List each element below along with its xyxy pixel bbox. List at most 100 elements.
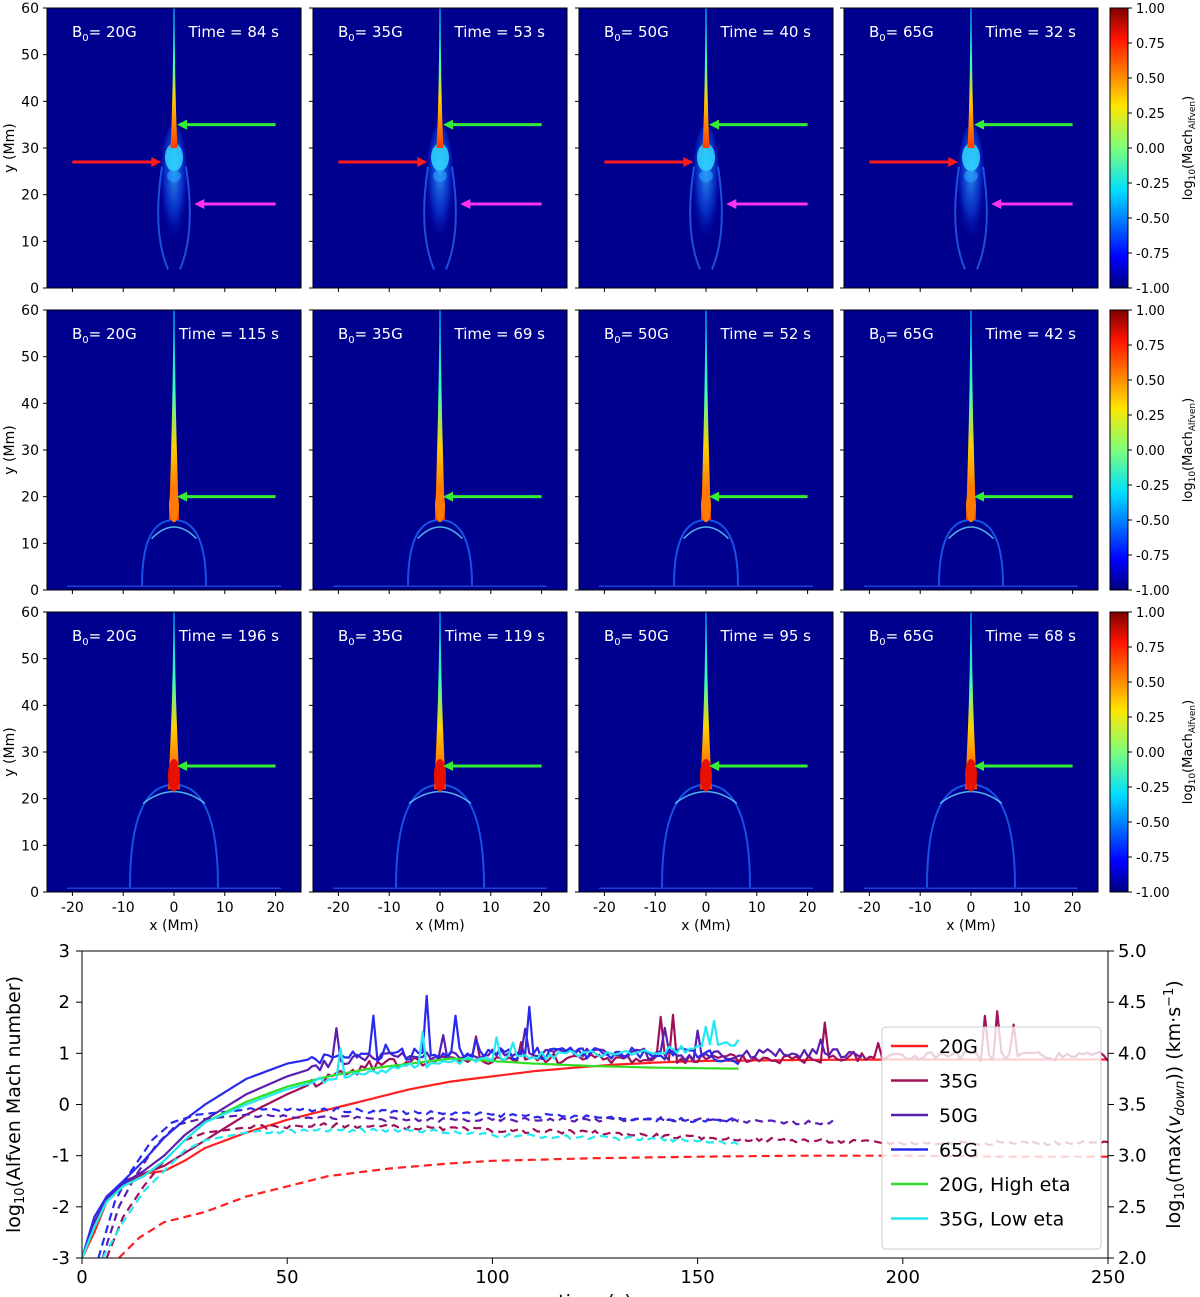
arrow-head-magenta: [194, 199, 205, 209]
x-axis-label: x (Mm): [415, 918, 464, 934]
time-label: Time = 119 s: [444, 627, 545, 645]
label-part: B: [338, 23, 348, 41]
label-part: 0: [614, 637, 620, 648]
label-part: 10: [1188, 773, 1198, 785]
colorbar-tick-label: 0.75: [1136, 37, 1165, 52]
plasmoid-lower: [433, 170, 447, 182]
colorbar-tick-label: -0.25: [1136, 781, 1170, 796]
x-tick-label: 0: [436, 900, 445, 916]
y-tick-label: 10: [21, 536, 39, 552]
time-label: Time = 84 s: [188, 23, 280, 41]
label-part: 0: [82, 335, 88, 346]
termination-shock: [948, 526, 994, 540]
termination-shock: [939, 791, 1003, 804]
x-tick-label: -20: [327, 900, 350, 916]
label-part: log: [1181, 180, 1196, 200]
y-tick-label: 40: [21, 698, 39, 714]
label-part: 0: [879, 335, 885, 346]
arrow-head-green: [974, 761, 985, 771]
arrow-head-green: [443, 491, 454, 502]
termination-shock: [417, 526, 463, 540]
series-2-dashed: [101, 1112, 834, 1258]
time-label: Time = 53 s: [454, 23, 546, 41]
x-axis-label: x (Mm): [681, 918, 730, 934]
colorbar-tick-label: -1.00: [1136, 584, 1170, 599]
colorbar-tick-label: -0.25: [1136, 177, 1170, 192]
label-part: 10: [13, 1188, 28, 1205]
termination-shock: [151, 526, 197, 540]
x-tick-label: 250: [1091, 1267, 1125, 1288]
termination-shock: [683, 526, 729, 540]
label-part: = 65G: [886, 627, 934, 645]
arrow-head-green: [177, 119, 188, 130]
colorbar-tick-label: -0.50: [1136, 816, 1170, 831]
x-tick-label: 0: [702, 900, 711, 916]
label-part: 0: [879, 637, 885, 648]
y-tick-label: 0: [59, 1095, 70, 1116]
legend-box: [881, 1026, 1102, 1250]
shell-left: [157, 166, 169, 270]
colorbar-label: log10(MachAlfven): [1181, 96, 1198, 200]
colorbar-tick-label: -1.00: [1136, 282, 1170, 297]
outflow-core: [168, 759, 180, 792]
label-part: B: [338, 325, 348, 343]
time-label: Time = 40 s: [720, 23, 812, 41]
y2-tick-label: 2.0: [1118, 1248, 1147, 1269]
panel-r1-c3: B0= 50G Time = 40 s: [575, 7, 834, 292]
label-part: (Mach: [1181, 733, 1196, 773]
plasmoid-core: [697, 143, 715, 172]
plasmoid-core: [431, 143, 449, 172]
field-strength-label: B0= 50G: [604, 23, 669, 44]
colorbar-tick-label: 0.00: [1136, 142, 1165, 157]
y2-tick-label: 3.5: [1118, 1095, 1147, 1116]
current-sheet: [170, 8, 178, 148]
label-part: 10: [1188, 169, 1198, 181]
y-tick-label: 40: [21, 94, 39, 110]
colorbar-tick-label: 1.00: [1136, 2, 1165, 17]
field-strength-label: B0= 35G: [338, 23, 403, 44]
colorbar-tick-label: 0.00: [1136, 444, 1165, 459]
x-tick-label: 100: [475, 1267, 509, 1288]
label-part: 0: [614, 33, 620, 44]
x-axis-label: time (s): [558, 1291, 632, 1297]
label-part: Alfven: [1188, 705, 1198, 733]
colorbar-tick-label: -0.50: [1136, 514, 1170, 529]
y-tick-label: 60: [21, 303, 39, 319]
time-label: Time = 68 s: [985, 627, 1077, 645]
plasmoid-lower: [167, 170, 181, 182]
label-part: B: [72, 23, 82, 41]
arrow-head-green: [177, 761, 188, 771]
arrow-head-green: [974, 119, 985, 130]
panel-r3-c3: B0= 50G Time = 95 s-20 -10 0 10 20x (Mm): [575, 611, 834, 934]
y-tick-label: 3: [59, 941, 70, 962]
x-tick-label: 0: [76, 1267, 87, 1288]
label-part: = 50G: [621, 627, 669, 645]
panel-r3-c2: B0= 35G Time = 119 s-20 -10 0 10 20x (Mm): [309, 611, 568, 934]
label-part: ): [1181, 398, 1196, 403]
label-part: = 50G: [621, 325, 669, 343]
plasmoid-lower: [699, 170, 713, 182]
field-strength-label: B0= 20G: [72, 23, 137, 44]
series-3-dashed: [97, 1106, 740, 1258]
y-tick-label: -1: [52, 1146, 70, 1167]
time-label: Time = 95 s: [720, 627, 812, 645]
label-part: B: [604, 627, 614, 645]
y-tick-label: 30: [21, 745, 39, 761]
outflow-core: [965, 759, 977, 792]
current-sheet: [701, 310, 711, 520]
y-tick-label: 10: [21, 234, 39, 250]
plasmoid-core: [962, 143, 980, 172]
colorbar-gradient: [1109, 309, 1129, 591]
label-part: 0: [879, 33, 885, 44]
time-label: Time = 42 s: [985, 325, 1077, 343]
label-part: = 20G: [89, 23, 137, 41]
series-5-dashed: [101, 1126, 740, 1258]
label-part: (Mach: [1181, 129, 1196, 169]
x-tick-label: 20: [799, 900, 817, 916]
colorbar-label: log10(MachAlfven): [1181, 700, 1198, 804]
label-part: 10: [1188, 471, 1198, 483]
x-tick-label: 20: [533, 900, 551, 916]
